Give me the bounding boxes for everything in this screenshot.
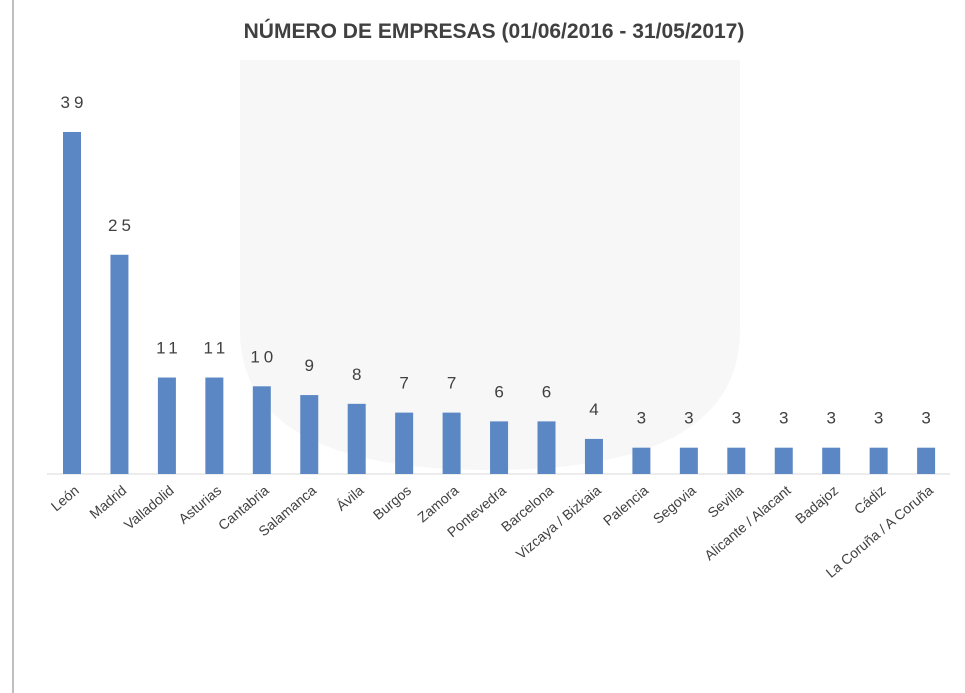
page: {"chart_data": {"type": "bar", "title": … xyxy=(0,0,965,693)
bar xyxy=(775,448,793,474)
value-label: 3 xyxy=(874,409,887,428)
value-label: 3 xyxy=(637,409,650,428)
bar xyxy=(63,132,81,474)
value-label: 6 xyxy=(542,382,555,401)
chart-title: NÚMERO DE EMPRESAS (01/06/2016 - 31/05/2… xyxy=(244,19,745,43)
bar xyxy=(395,413,413,474)
bar xyxy=(917,448,935,474)
bar xyxy=(490,421,508,474)
chart: NÚMERO DE EMPRESAS (01/06/2016 - 31/05/2… xyxy=(0,0,965,693)
bar xyxy=(538,421,556,474)
bar xyxy=(822,448,840,474)
bar xyxy=(727,448,745,474)
value-label: 11 xyxy=(156,339,182,358)
value-label: 3 xyxy=(684,409,697,428)
bar xyxy=(348,404,366,474)
bar xyxy=(443,413,461,474)
bar xyxy=(253,386,271,474)
value-label: 3 xyxy=(921,409,934,428)
value-label: 39 xyxy=(61,93,88,112)
bar xyxy=(110,255,128,474)
bar xyxy=(585,439,603,474)
value-label: 3 xyxy=(826,409,839,428)
value-label: 9 xyxy=(305,356,318,375)
value-label: 25 xyxy=(108,216,135,235)
bar xyxy=(300,395,318,474)
value-label: 4 xyxy=(589,400,602,419)
bar xyxy=(870,448,888,474)
value-label: 8 xyxy=(352,365,365,384)
bar xyxy=(632,448,650,474)
value-label: 11 xyxy=(204,339,230,358)
bar xyxy=(158,378,176,474)
bar xyxy=(680,448,698,474)
value-label: 10 xyxy=(250,347,277,366)
value-label: 3 xyxy=(779,409,792,428)
bar xyxy=(205,378,223,474)
value-label: 7 xyxy=(399,374,412,393)
value-label: 3 xyxy=(732,409,745,428)
value-label: 6 xyxy=(494,382,507,401)
value-label: 7 xyxy=(447,374,460,393)
